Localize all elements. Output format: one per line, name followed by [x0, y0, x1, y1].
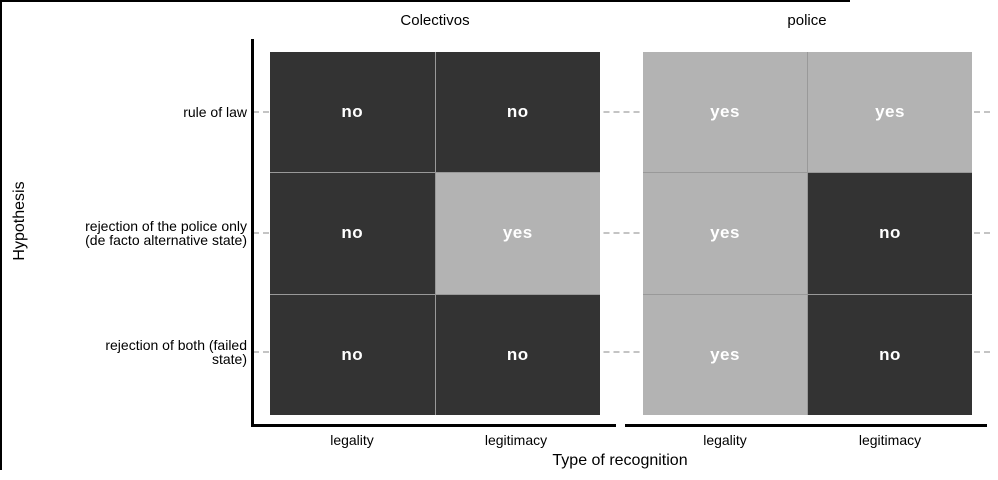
image-border-top: [0, 0, 850, 2]
x-axis-line-police: [625, 424, 987, 427]
x-axis-line-colectivos: [251, 424, 616, 427]
y-tick-rejection-both: rejection of both (failed state): [30, 338, 247, 366]
cell-colectivos-rule-legality: no: [270, 52, 435, 173]
row-gridline-rejection-both: [253, 351, 990, 353]
cell-police-rule-legality: yes: [643, 52, 807, 173]
panel-colectivos: no no no yes no no: [270, 52, 600, 415]
cell-colectivos-rejpolice-legality: no: [270, 173, 435, 294]
cell-police-rejpolice-legitimacy: no: [808, 173, 972, 294]
y-axis-line: [251, 39, 254, 427]
cell-police-rejboth-legality: yes: [643, 294, 807, 415]
x-axis-title: Type of recognition: [552, 452, 688, 469]
panel-police: yes yes yes no yes no: [643, 52, 972, 415]
cell-police-rejboth-legitimacy: no: [808, 294, 972, 415]
y-tick-line: state): [211, 351, 247, 367]
cell-police-rejpolice-legality: yes: [643, 173, 807, 294]
y-tick-line: (de facto alternative state): [85, 232, 247, 248]
facet-title-police: police: [787, 12, 827, 29]
cell-colectivos-rule-legitimacy: no: [435, 52, 600, 173]
x-tick-colectivos-legality: legality: [330, 432, 374, 448]
x-tick-police-legitimacy: legitimacy: [858, 432, 922, 448]
y-tick-line: rule of law: [183, 104, 247, 120]
image-border-left: [0, 0, 2, 470]
y-tick-line: rejection of both (failed: [105, 337, 247, 353]
facet-title-colectivos: Colectivos: [400, 12, 470, 29]
x-tick-police-legality: legality: [703, 432, 747, 448]
y-tick-rule-of-law: rule of law: [30, 105, 247, 119]
y-axis-title: Hypothesis: [11, 181, 28, 261]
row-gridline-rejection-police: [253, 232, 990, 234]
y-tick-rejection-police: rejection of the police only (de facto a…: [30, 219, 247, 247]
cell-colectivos-rejpolice-legitimacy: yes: [435, 173, 600, 294]
cell-colectivos-rejboth-legitimacy: no: [435, 294, 600, 415]
y-tick-line: rejection of the police only: [85, 218, 247, 234]
cell-police-rule-legitimacy: yes: [808, 52, 972, 173]
row-gridline-rule-of-law: [253, 111, 990, 113]
x-tick-colectivos-legitimacy: legitimacy: [484, 432, 548, 448]
cell-colectivos-rejboth-legality: no: [270, 294, 435, 415]
